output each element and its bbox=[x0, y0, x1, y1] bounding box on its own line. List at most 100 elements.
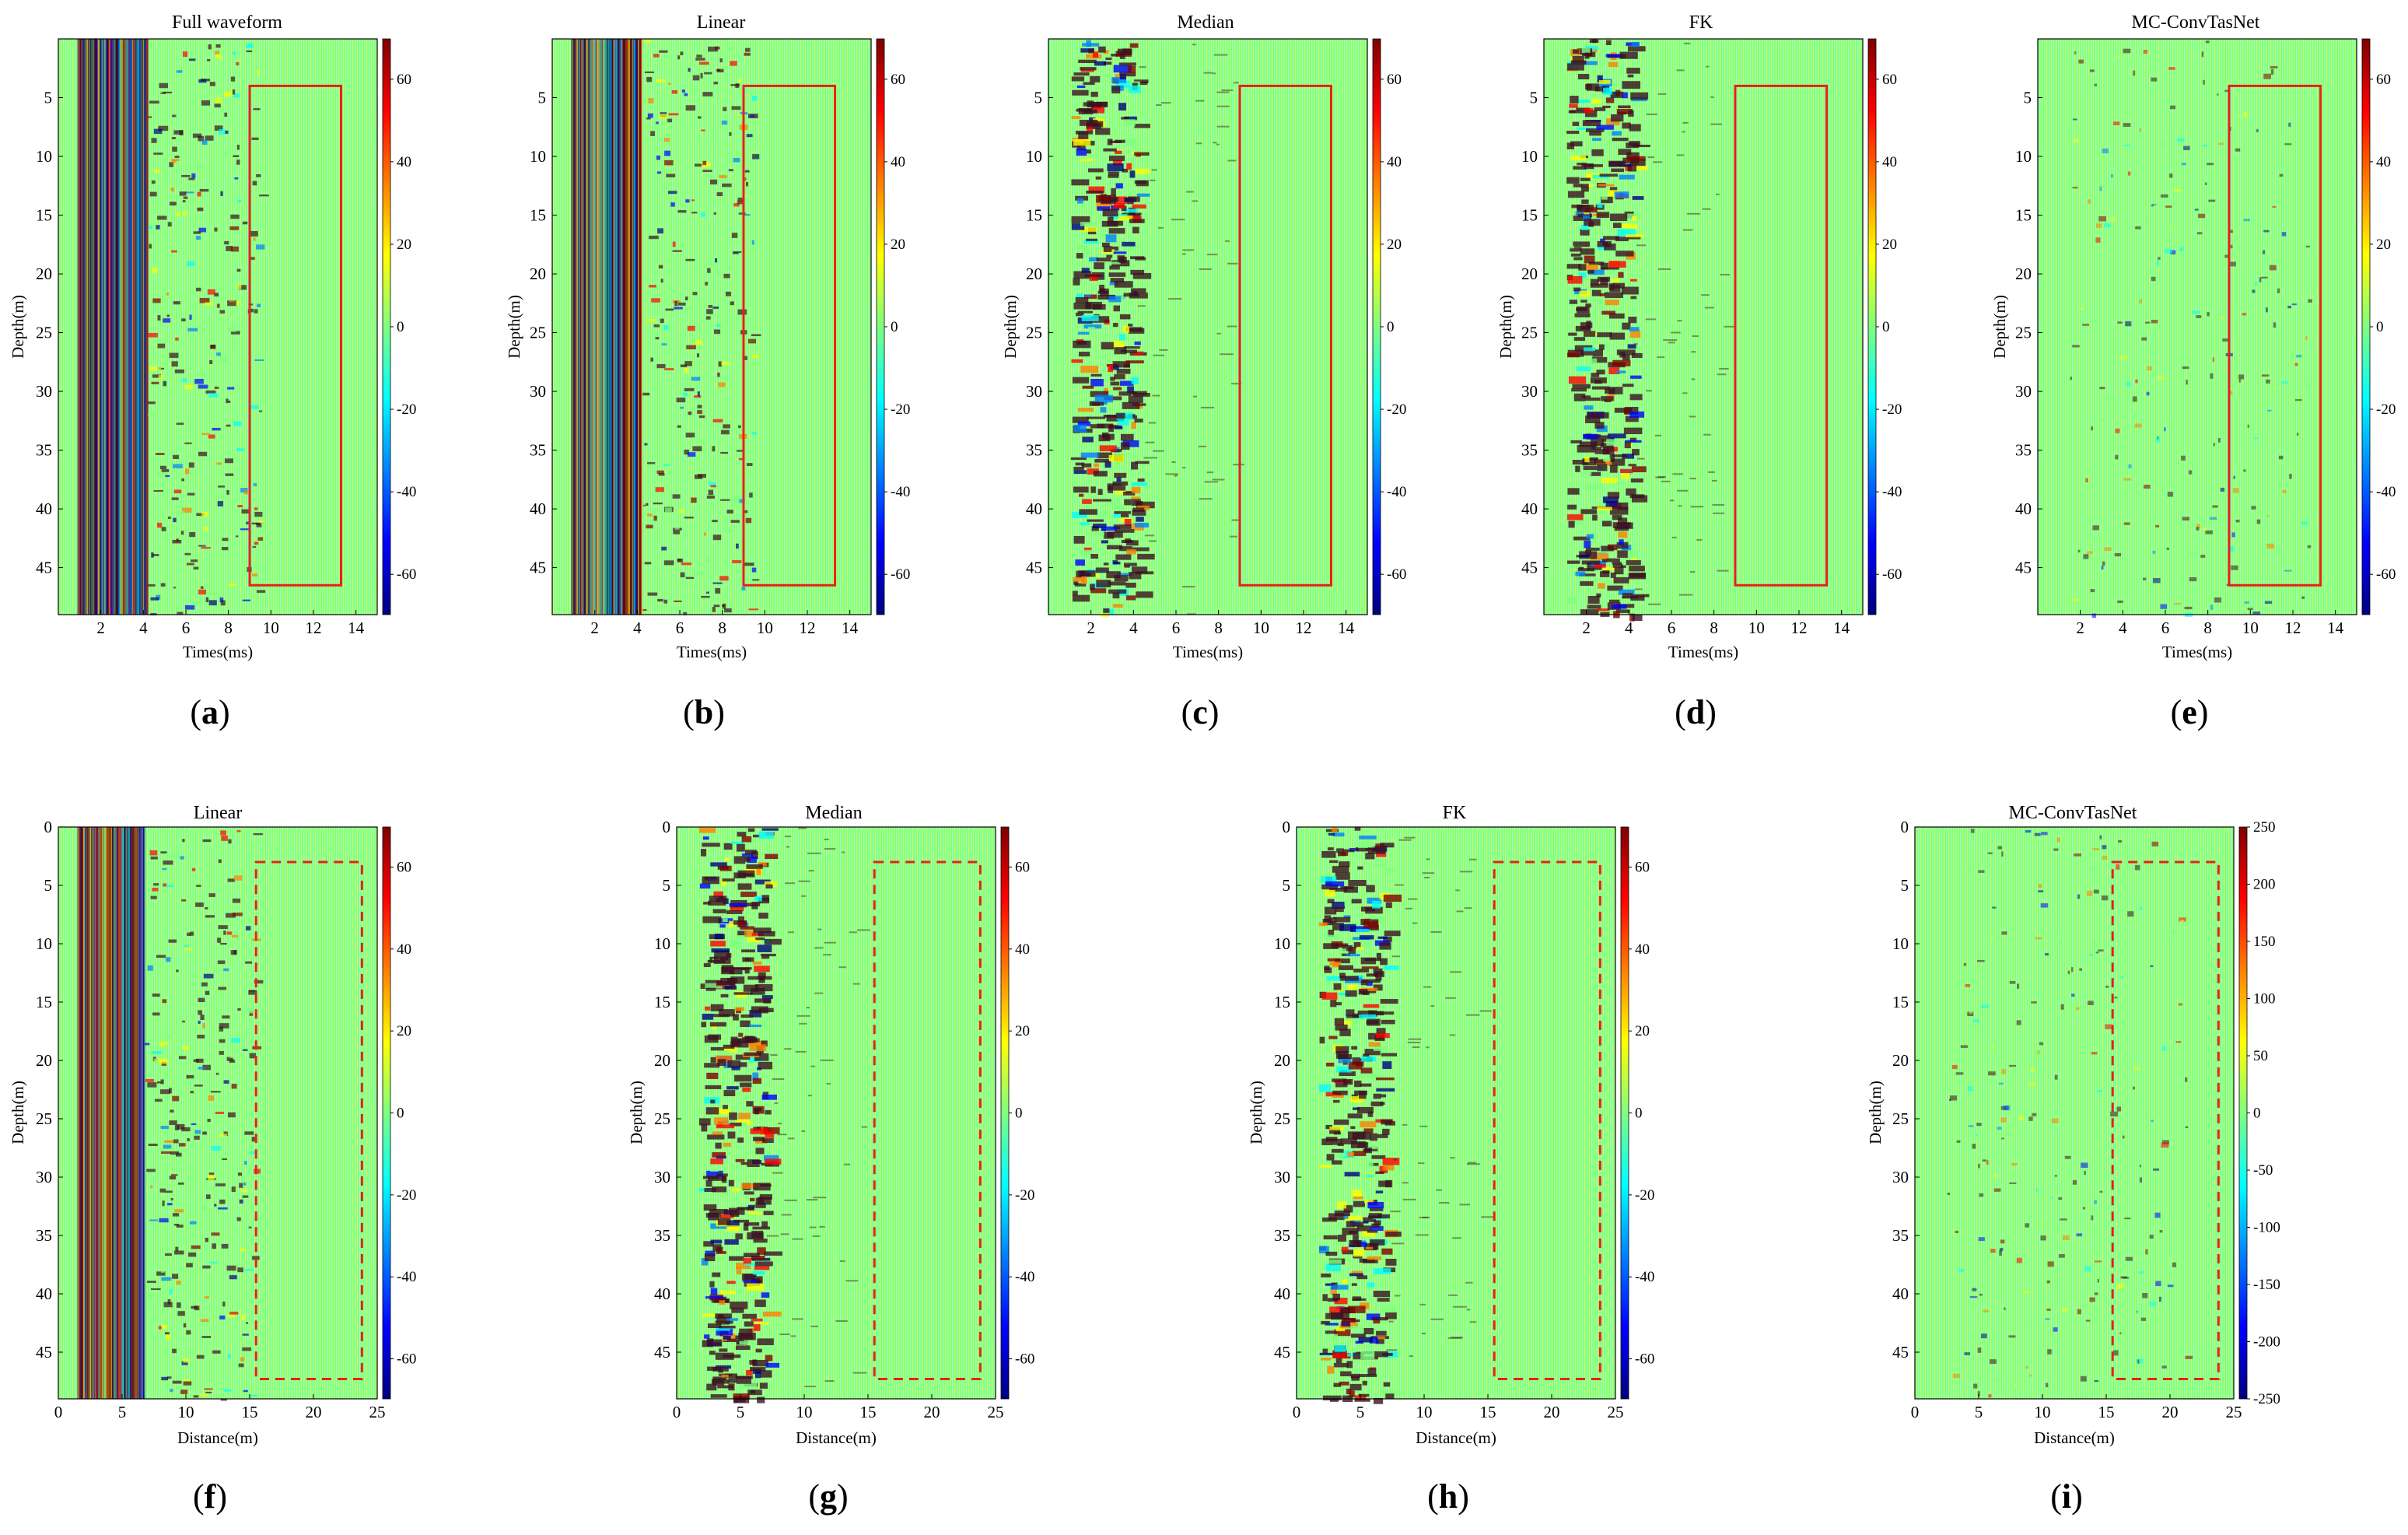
wavefield-blob bbox=[1114, 373, 1125, 380]
trace-stripe bbox=[143, 827, 145, 1399]
wavefield-blob bbox=[1076, 245, 1088, 251]
reflection-blob bbox=[713, 329, 721, 335]
reflection-blob bbox=[808, 870, 814, 872]
wavefield-blob bbox=[1626, 234, 1644, 238]
wavefield-blob bbox=[1080, 48, 1094, 53]
wavefield-blob bbox=[1339, 861, 1350, 867]
reflection-blob bbox=[1459, 1204, 1471, 1206]
wavefield-blob bbox=[752, 1226, 770, 1230]
wavefield-blob bbox=[758, 831, 774, 839]
wavefield-blob bbox=[1072, 377, 1090, 384]
wavefield-blob bbox=[1108, 589, 1127, 594]
trace-stripe bbox=[585, 39, 586, 615]
wavefield-blob bbox=[1566, 177, 1580, 184]
reflection-blob bbox=[1686, 212, 1700, 215]
reflection-blob bbox=[1713, 512, 1725, 514]
wavefield-blob bbox=[755, 1197, 765, 1204]
wavefield-blob bbox=[1132, 226, 1139, 234]
wavefield-blob bbox=[1583, 433, 1598, 440]
reflection-blob bbox=[250, 1151, 256, 1155]
reflection-blob bbox=[691, 497, 697, 503]
reflection-blob bbox=[2098, 216, 2106, 222]
reflection-blob bbox=[220, 942, 227, 945]
trace-stripe bbox=[100, 827, 102, 1399]
wavefield-blob bbox=[719, 1299, 726, 1305]
reflection-blob bbox=[817, 928, 822, 930]
wavefield-blob bbox=[1075, 296, 1089, 303]
wavefield-blob bbox=[763, 1155, 779, 1162]
trace-stripe bbox=[144, 39, 145, 615]
reflection-blob bbox=[210, 1091, 221, 1093]
wavefield-blob bbox=[1104, 61, 1112, 65]
wavefield-blob bbox=[1071, 223, 1085, 230]
reflection-blob bbox=[160, 851, 167, 854]
reflection-blob bbox=[149, 366, 157, 371]
reflection-blob bbox=[812, 1235, 821, 1237]
reflection-blob bbox=[2050, 1196, 2054, 1200]
reflection-blob bbox=[705, 282, 708, 286]
reflection-blob bbox=[1465, 1281, 1473, 1284]
y-tick-label: 5 bbox=[538, 89, 547, 107]
reflection-blob bbox=[226, 1057, 233, 1061]
wavefield-blob bbox=[724, 1373, 738, 1379]
reflection-blob bbox=[198, 451, 208, 457]
x-tick-label: 25 bbox=[2226, 1403, 2242, 1421]
wavefield-blob bbox=[1583, 331, 1596, 337]
wavefield-blob bbox=[763, 1127, 780, 1134]
reflection-blob bbox=[207, 58, 211, 61]
reflection-blob bbox=[2046, 1308, 2051, 1311]
reflection-blob bbox=[2161, 194, 2168, 198]
wavefield-blob bbox=[1624, 441, 1631, 449]
wavefield-blob bbox=[1630, 478, 1643, 483]
colorbar-tick-label: 20 bbox=[1387, 237, 1402, 253]
reflection-blob bbox=[149, 191, 157, 197]
reflection-blob bbox=[150, 597, 159, 601]
wavefield-blob bbox=[746, 864, 763, 869]
trace-stripe bbox=[97, 39, 100, 615]
wavefield-blob bbox=[1375, 1032, 1390, 1039]
wavefield-blob bbox=[1127, 386, 1134, 394]
reflection-blob bbox=[209, 82, 215, 86]
reflection-blob bbox=[181, 478, 185, 482]
reflection-blob bbox=[202, 839, 212, 843]
wavefield-blob bbox=[703, 902, 711, 905]
y-tick-label: 40 bbox=[1892, 1284, 1909, 1303]
reflection-blob bbox=[1958, 1268, 1965, 1273]
wavefield-blob bbox=[721, 879, 727, 886]
wavefield-blob bbox=[1586, 83, 1600, 91]
reflection-blob bbox=[2063, 1235, 2070, 1240]
wavefield-blob bbox=[1342, 944, 1353, 951]
wavefield-blob bbox=[1073, 486, 1089, 493]
wavefield-blob bbox=[1612, 359, 1631, 366]
wavefield-blob bbox=[1352, 1057, 1360, 1065]
reflection-blob bbox=[158, 375, 163, 380]
reflection-blob bbox=[2112, 1350, 2119, 1356]
wavefield-blob bbox=[1594, 449, 1610, 454]
reflection-blob bbox=[191, 559, 198, 562]
reflection-blob bbox=[707, 268, 711, 273]
wavefield-blob bbox=[1598, 344, 1605, 350]
wavefield-blob bbox=[1570, 440, 1582, 443]
wavefield-blob bbox=[1612, 223, 1622, 228]
trace-stripe bbox=[138, 39, 140, 615]
reflection-blob bbox=[1213, 72, 1216, 75]
reflection-blob bbox=[198, 384, 208, 389]
reflection-blob bbox=[2270, 68, 2274, 75]
reflection-blob bbox=[202, 1131, 207, 1135]
reflection-blob bbox=[171, 137, 177, 140]
reflection-blob bbox=[2077, 894, 2081, 899]
trace-stripe bbox=[80, 827, 82, 1399]
wavefield-blob bbox=[1622, 322, 1631, 330]
reflection-blob bbox=[237, 199, 242, 203]
wavefield-blob bbox=[1362, 1380, 1367, 1386]
reflection-blob bbox=[1997, 846, 2003, 850]
wavefield-blob bbox=[1581, 48, 1591, 54]
reflection-blob bbox=[2152, 578, 2161, 584]
wavefield-blob bbox=[1570, 141, 1583, 147]
reflection-blob bbox=[643, 40, 651, 43]
wavefield-blob bbox=[726, 1281, 736, 1284]
reflection-blob bbox=[153, 128, 163, 135]
wavefield-blob bbox=[1629, 437, 1637, 442]
reflection-blob bbox=[2200, 555, 2206, 558]
wavefield-blob bbox=[1584, 110, 1598, 117]
